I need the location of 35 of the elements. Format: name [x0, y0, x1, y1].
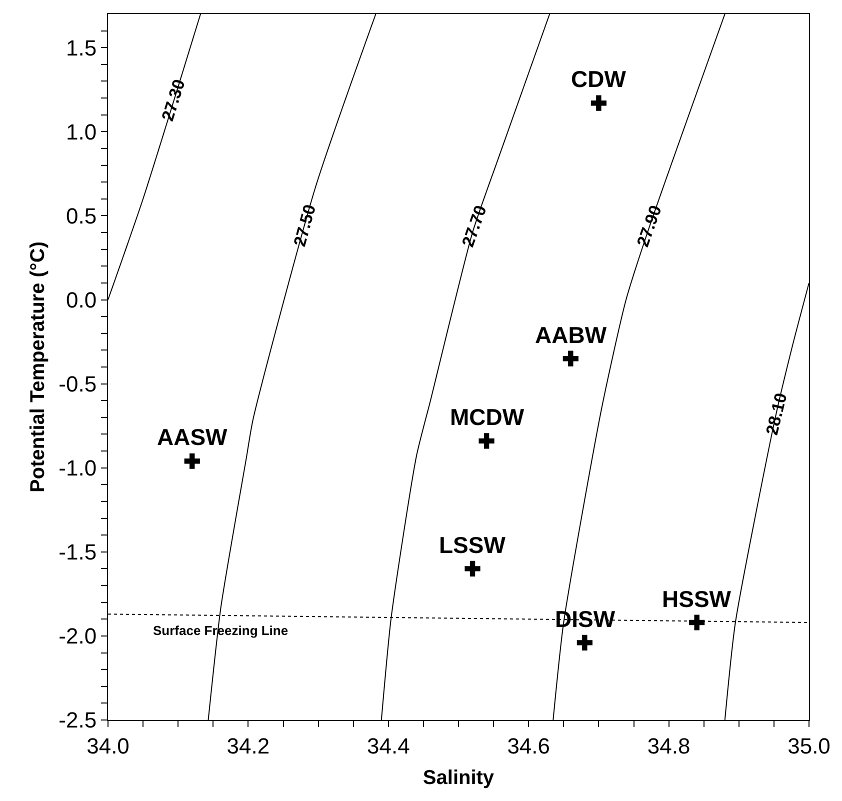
- x-tick-label: 34.2: [226, 733, 270, 758]
- series-label: MCDW: [450, 404, 524, 430]
- x-tick-label: 34.6: [507, 733, 550, 758]
- y-tick-label: -1.0: [58, 456, 97, 481]
- x-axis-title: Salinity: [422, 766, 495, 789]
- x-tick-label: 34.8: [647, 733, 690, 758]
- y-tick-label: 0.0: [66, 287, 97, 312]
- y-tick-label: -2.5: [58, 708, 97, 733]
- y-tick-label: -0.5: [58, 372, 97, 397]
- x-tick-label: 34.0: [86, 733, 130, 758]
- x-tick-label: 35.0: [788, 733, 830, 758]
- point: [576, 634, 592, 650]
- y-tick-label: 1.0: [66, 119, 97, 144]
- text: 28.10: [762, 391, 791, 437]
- y-axis-title: Potential Temperature (°C): [27, 242, 50, 492]
- text: 27.50: [290, 202, 320, 249]
- series-label: AABW: [535, 322, 607, 348]
- series-label: CDW: [571, 66, 626, 92]
- y-tick-label: 1.5: [66, 35, 97, 60]
- y-tick-label: -2.0: [58, 624, 97, 649]
- series-label: AASW: [157, 424, 228, 450]
- point: [478, 433, 494, 449]
- text: 27.70: [458, 203, 490, 250]
- point: [590, 95, 606, 111]
- series-label: HSSW: [662, 586, 732, 612]
- x-tick-label: 34.4: [366, 733, 410, 758]
- text: 27.90: [633, 202, 666, 250]
- series-label: LSSW: [439, 532, 506, 558]
- text: 27.30: [158, 77, 189, 124]
- y-tick-label: 0.5: [66, 203, 97, 228]
- point: [464, 560, 480, 577]
- y-tick-label: -1.5: [58, 540, 97, 565]
- point: [184, 453, 200, 469]
- point: [689, 614, 705, 630]
- point: [562, 350, 578, 366]
